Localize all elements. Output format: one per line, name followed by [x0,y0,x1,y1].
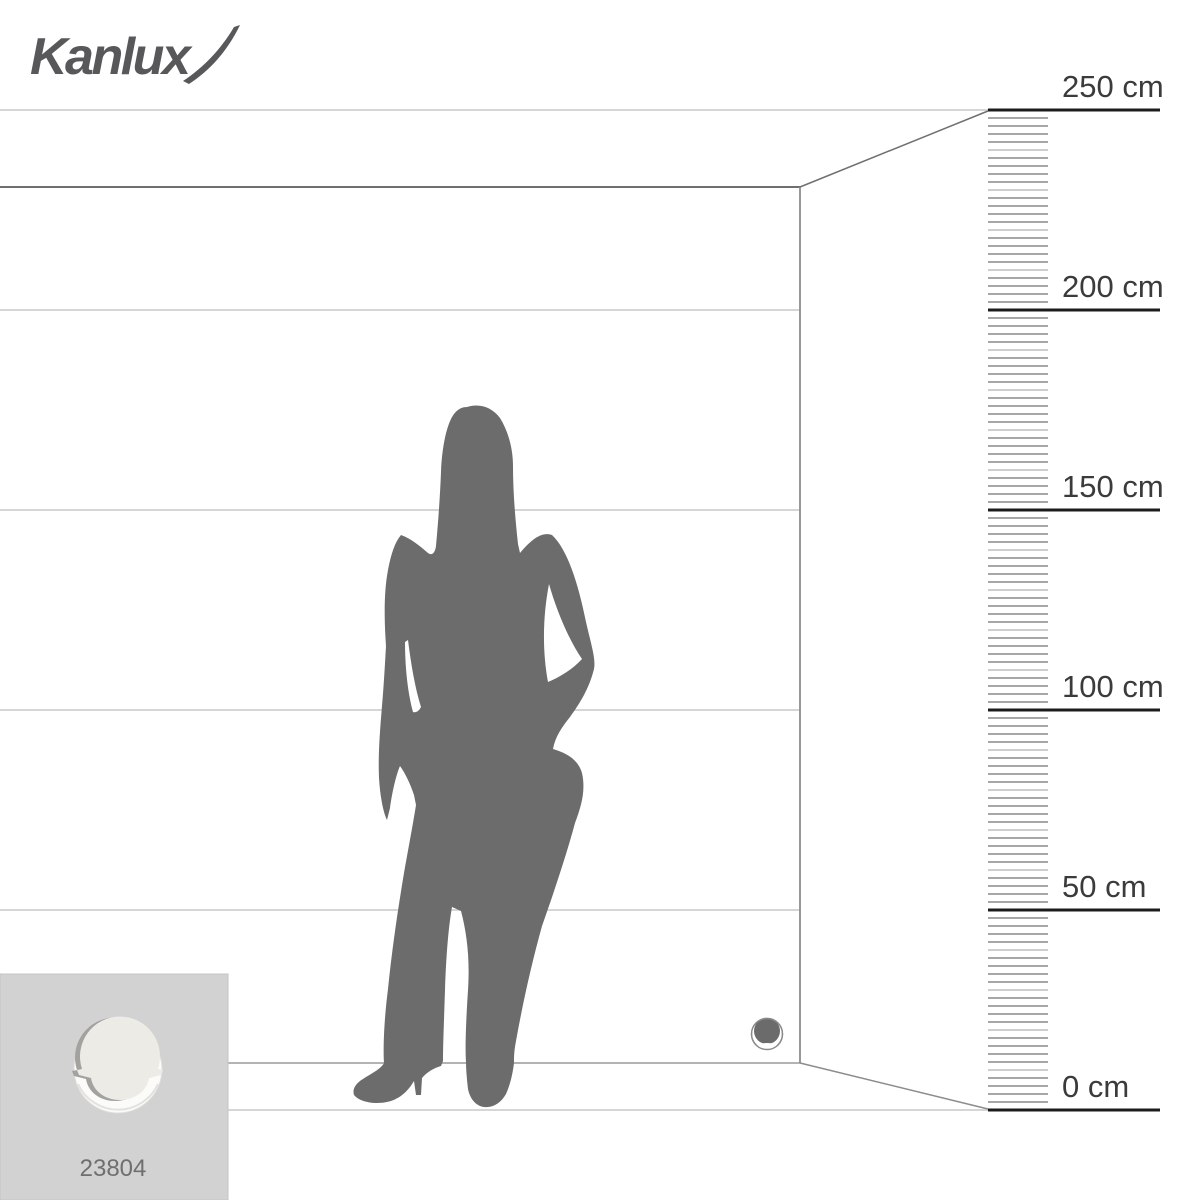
ruler-labels: 250 cm 200 cm 150 cm 100 cm 50 cm 0 cm [1062,69,1164,1104]
arm-body-gap-left [405,640,421,713]
product-thumbnail-card: 23804 [0,973,229,1200]
ruler-major-lines [988,108,1160,1112]
ruler-minor-ticks [988,117,1048,1103]
wall-light-diffuser-cut [753,1043,781,1059]
kanlux-logo: Kanlux [30,25,240,86]
ruler-label-250: 250 cm [1062,69,1164,104]
ruler-label-150: 150 cm [1062,469,1164,504]
product-photo [72,1016,163,1114]
arm-body-gap-right [543,584,582,682]
perspective-edge-bottom [799,1062,989,1110]
kanlux-logo-text: Kanlux [30,28,193,86]
product-ring-shading [77,1083,159,1111]
woman-silhouette [353,405,595,1108]
wall-light-body [754,1018,780,1044]
perspective-edge-top [799,110,989,188]
kanlux-logo-swoosh [183,25,240,84]
wall-light-outer-ring-stroke [750,1017,784,1051]
wall-light-icon [750,1017,784,1059]
ruler-label-50: 50 cm [1062,869,1146,904]
product-code: 23804 [80,1155,147,1182]
ruler-label-200: 200 cm [1062,269,1164,304]
ruler-label-0: 0 cm [1062,1069,1129,1104]
product-cover [77,1016,163,1100]
ruler-label-100: 100 cm [1062,669,1164,704]
woman-silhouette-body [353,405,595,1108]
ruler: 250 cm 200 cm 150 cm 100 cm 50 cm 0 cm [988,69,1164,1112]
